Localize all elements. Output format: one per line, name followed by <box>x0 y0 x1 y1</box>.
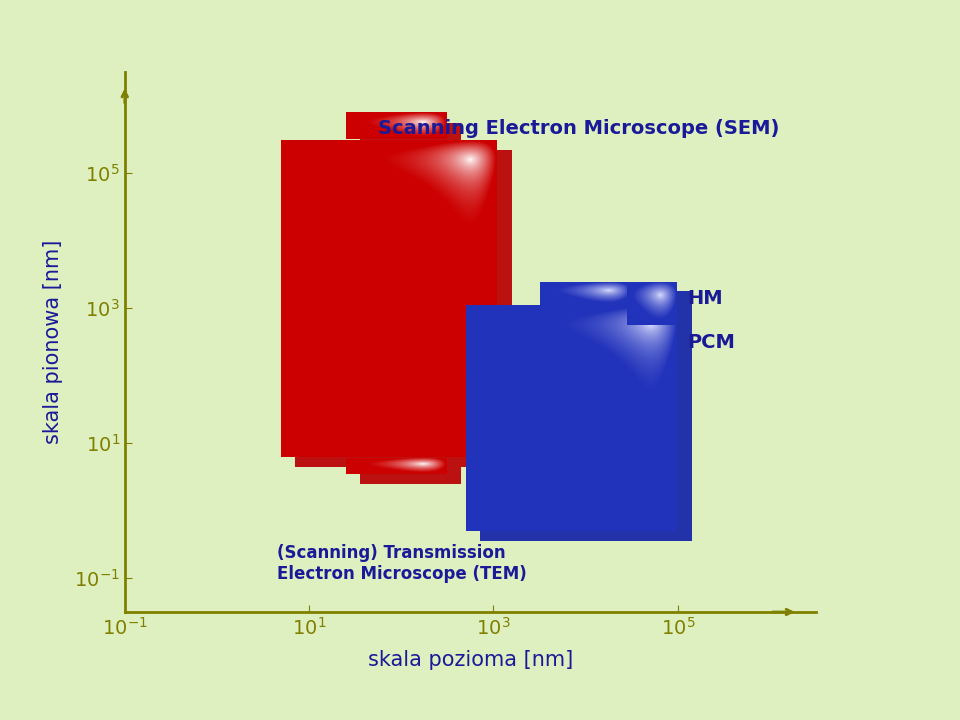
Bar <box>360 122 461 150</box>
X-axis label: skala pozioma [nm]: skala pozioma [nm] <box>368 650 573 670</box>
Text: Scanning Electron Microscope (SEM): Scanning Electron Microscope (SEM) <box>378 120 780 138</box>
Text: PCM: PCM <box>687 333 734 351</box>
Y-axis label: skala pionowa [nm]: skala pionowa [nm] <box>43 240 63 444</box>
Bar <box>553 292 645 315</box>
Bar <box>360 467 461 484</box>
Bar <box>480 315 691 541</box>
Bar <box>641 292 691 336</box>
Text: (Scanning) Transmission
Electron Microscope (TEM): (Scanning) Transmission Electron Microsc… <box>276 544 527 583</box>
Text: HM: HM <box>687 289 723 307</box>
Bar <box>296 150 512 467</box>
